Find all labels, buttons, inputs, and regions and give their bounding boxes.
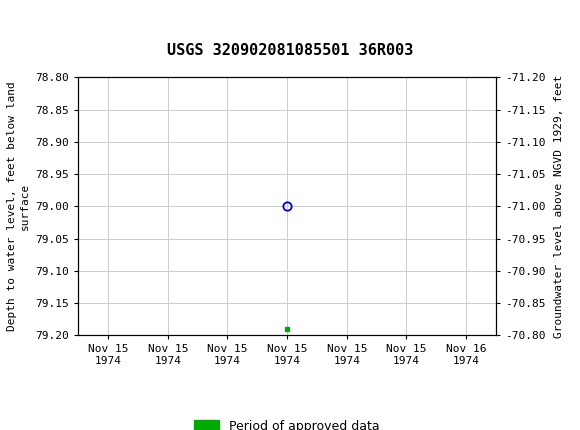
Y-axis label: Groundwater level above NGVD 1929, feet: Groundwater level above NGVD 1929, feet (554, 75, 564, 338)
Text: ≡USGS: ≡USGS (9, 11, 79, 29)
Legend: Period of approved data: Period of approved data (189, 415, 385, 430)
Text: USGS 320902081085501 36R003: USGS 320902081085501 36R003 (167, 43, 413, 58)
Y-axis label: Depth to water level, feet below land
surface: Depth to water level, feet below land su… (7, 82, 30, 331)
